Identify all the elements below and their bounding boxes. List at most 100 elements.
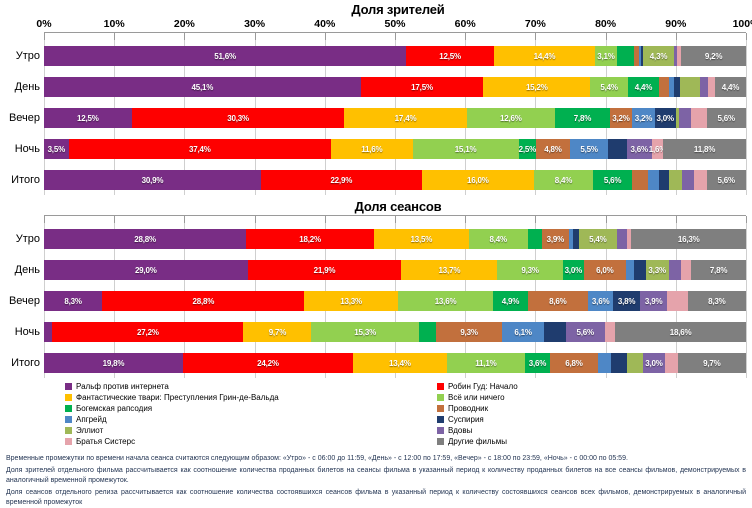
segment-label: 12,5%	[439, 51, 461, 61]
bar-segment: 5,4%	[590, 77, 629, 97]
bar-segment	[626, 353, 644, 373]
segment-label: 13,6%	[434, 296, 457, 306]
legend-label: Вдовы	[448, 426, 473, 435]
bar-segment: 13,3%	[304, 291, 398, 311]
axis-tick-label: 50%	[384, 18, 406, 30]
legend-item: Братья Систерс	[65, 436, 437, 447]
bar-segment: 11,6%	[331, 139, 413, 159]
bar-segment: 28,8%	[44, 229, 247, 249]
bar-segment: 14,4%	[493, 46, 596, 66]
bar-segment	[678, 108, 692, 128]
bar-segment: 13,7%	[401, 260, 498, 280]
legend-swatch	[65, 405, 72, 412]
bar-segment: 15,3%	[311, 322, 419, 342]
legend-item: Другие фильмы	[437, 436, 752, 447]
stacked-bar: 29,0% 21,9% 13,7% 9,3% 3,0% 6,0% 3,3% 7,8%	[44, 260, 746, 280]
bar-segment: 29,0%	[44, 260, 248, 280]
legend-label: Братья Систерс	[76, 437, 136, 446]
legend-label: Апгрейд	[76, 415, 107, 424]
legend-label: Эллиот	[76, 426, 104, 435]
segment-label: 5,6%	[717, 175, 735, 185]
bar-row: Итого 30,9% 22,9% 16,0% 8,4% 5,6% 5,6%	[11, 170, 746, 190]
sessions-chart-plot: Утро 28,8% 18,2% 13,5% 8,4% 3,9% 5,4% 16,3% День…	[9, 215, 747, 378]
legend-item: Проводник	[437, 403, 752, 414]
segment-label: 27,2%	[137, 327, 159, 337]
viewers-share-chart: Доля зрителей 0% 10% 20% 30% 40% 50% 60% 70% 80%…	[0, 2, 752, 195]
bar-segment: 9,3%	[436, 322, 502, 342]
sessions-share-chart: Доля сеансов Утро 28,8% 18,2% 13,5% 8,4% 3,9%…	[0, 199, 752, 378]
segment-label: 3,0%	[645, 358, 663, 368]
bar-segment	[658, 170, 670, 190]
legend-swatch	[65, 427, 72, 434]
segment-label: 8,6%	[549, 296, 567, 306]
sessions-x-axis	[44, 215, 747, 223]
bar-segment: 9,2%	[681, 46, 746, 66]
axis-tick-label: 20%	[173, 18, 195, 30]
bar-segment: 3,2%	[609, 108, 633, 128]
bar-segment: 5,4%	[578, 229, 617, 249]
bar-segment: 4,4%	[628, 77, 659, 97]
bar-segment	[572, 229, 579, 249]
axis-tick-mark	[535, 33, 537, 40]
segment-label: 13,4%	[389, 358, 411, 368]
bar-segment: 12,5%	[44, 108, 132, 128]
segment-label: 4,3%	[649, 51, 668, 61]
category-label: Итого	[11, 174, 40, 186]
segment-label: 3,6%	[591, 296, 610, 306]
bar-segment: 8,4%	[533, 170, 593, 190]
viewers-chart-title: Доля зрителей	[351, 2, 445, 17]
bar-segment: 4,4%	[715, 77, 746, 97]
bar-segment	[626, 229, 632, 249]
segment-label: 30,3%	[227, 113, 249, 123]
axis-tick-mark	[395, 216, 396, 223]
segment-label: 29,0%	[134, 265, 157, 275]
axis-tick-label: 100%	[732, 18, 752, 30]
segment-label: 18,6%	[669, 327, 692, 337]
bar-segment: 15,1%	[412, 139, 519, 159]
axis-tick-label: 30%	[244, 18, 266, 30]
segment-label: 3,8%	[617, 296, 636, 306]
segment-label: 8,3%	[64, 296, 82, 306]
legend-label: Другие фильмы	[448, 437, 507, 446]
legend-swatch	[437, 394, 444, 401]
viewers-chart-plot: 0% 10% 20% 30% 40% 50% 60% 70% 80% 90% 100% Утро 51…	[9, 18, 752, 195]
bar-segment	[677, 46, 682, 66]
bar-segment	[616, 229, 627, 249]
segment-label: 8,4%	[489, 234, 507, 244]
bar-segment: 4,8%	[536, 139, 570, 159]
footnotes: Временные промежутки по времени начала с…	[6, 454, 746, 508]
category-label: День	[14, 81, 40, 93]
legend-label: Суспирия	[448, 415, 484, 424]
bar-segment: 13,6%	[397, 291, 494, 311]
bar-segment: 5,6%	[592, 170, 633, 190]
segment-label: 1,6%	[648, 144, 667, 154]
bar-segment: 51,6%	[44, 46, 407, 66]
bar-segment: 3,0%	[643, 353, 665, 373]
segment-label: 37,4%	[188, 144, 211, 154]
segment-label: 28,8%	[192, 296, 215, 306]
bar-segment	[700, 77, 709, 97]
segment-label: 18,2%	[299, 234, 321, 244]
bar-segment: 9,7%	[677, 353, 746, 373]
segment-label: 4,4%	[721, 82, 740, 92]
bar-segment: 28,8%	[102, 291, 305, 311]
segment-label: 12,6%	[499, 113, 522, 123]
bar-segment: 4,9%	[493, 291, 528, 311]
bar-segment: 16,3%	[631, 229, 746, 249]
legend-item: Суспирия	[437, 414, 752, 425]
legend-item: Эллиот	[65, 425, 437, 436]
bar-segment: 3,9%	[541, 229, 570, 249]
bar-segment	[44, 322, 53, 342]
bar-segment: 12,6%	[466, 108, 556, 128]
bar-segment	[625, 260, 635, 280]
bar-segment	[679, 77, 701, 97]
bar-segment	[616, 46, 634, 66]
bar-segment: 7,8%	[691, 260, 746, 280]
footnote-time-ranges: Временные промежутки по времени начала с…	[6, 455, 628, 462]
segment-label: 3,6%	[630, 144, 649, 154]
bar-row: Вечер 8,3% 28,8% 13,3% 13,6% 4,9% 8,6% 3,6% 3,8%…	[9, 291, 746, 311]
axis-tick-mark	[465, 33, 467, 40]
bar-segment: 3,6%	[524, 353, 551, 373]
stacked-bar: 19,8% 24,2% 13,4% 11,1% 3,6% 6,8% 3,0% 9,7%	[44, 353, 746, 373]
stacked-bar: 30,9% 22,9% 16,0% 8,4% 5,6% 5,6%	[44, 170, 746, 190]
